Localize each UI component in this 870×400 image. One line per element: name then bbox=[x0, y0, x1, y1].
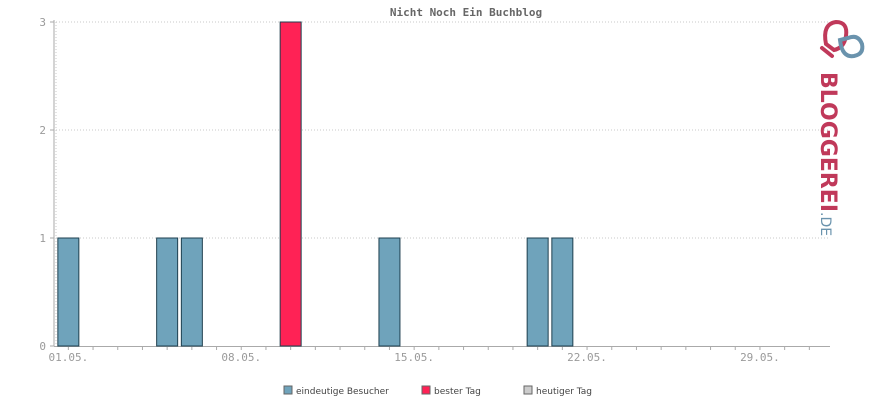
logo-icon bbox=[820, 19, 865, 59]
legend-label: bester Tag bbox=[434, 387, 481, 397]
x-axis: 01.05. 08.05. 15.05. 22.05. 29.05. bbox=[48, 346, 830, 364]
legend: eindeutige Besucher bester Tag heutiger Ta… bbox=[283, 385, 592, 397]
bar bbox=[180, 237, 203, 347]
x-tick-label: 29.05. bbox=[740, 351, 780, 364]
y-tick-label: 0 bbox=[39, 340, 46, 353]
bloggerei-logo: BLOGGEREI.DE bbox=[815, 19, 865, 236]
bar bbox=[551, 237, 574, 347]
bar bbox=[378, 237, 401, 347]
legend-swatch bbox=[421, 385, 431, 395]
chart-title: Nicht Noch Ein Buchblog bbox=[390, 6, 542, 19]
legend-label: heutiger Tag bbox=[536, 387, 592, 397]
y-tick-label: 3 bbox=[39, 16, 46, 29]
bar bbox=[279, 21, 302, 347]
legend-swatch bbox=[283, 385, 293, 395]
x-tick-label: 08.05. bbox=[221, 351, 261, 364]
bars bbox=[57, 21, 574, 347]
y-tick-label: 2 bbox=[39, 124, 46, 137]
x-tick-label: 01.05. bbox=[48, 351, 88, 364]
logo-text: BLOGGEREI.DE bbox=[815, 72, 840, 236]
bar bbox=[526, 237, 549, 347]
bar bbox=[156, 237, 179, 347]
y-tick-label: 1 bbox=[39, 232, 46, 245]
legend-swatch bbox=[523, 385, 533, 395]
x-tick-label: 22.05. bbox=[567, 351, 607, 364]
bar bbox=[57, 237, 80, 347]
x-tick-label: 15.05. bbox=[394, 351, 434, 364]
legend-label: eindeutige Besucher bbox=[296, 387, 389, 397]
y-axis: 0 1 2 3 bbox=[39, 16, 55, 353]
